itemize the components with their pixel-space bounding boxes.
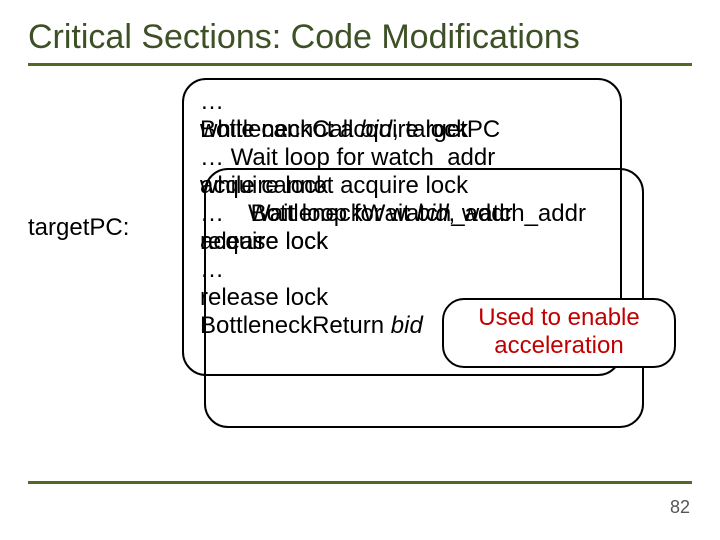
callout-box: Used to enable acceleration [442, 298, 676, 368]
title-underline [28, 63, 692, 66]
callout-line2: acceleration [454, 332, 664, 360]
code-line: BottleneckCall bid, targetPC while canno… [200, 116, 604, 144]
page-number: 82 [670, 497, 690, 518]
code-line: … [200, 88, 604, 116]
targetpc-label: targetPC: [28, 214, 129, 242]
content-area: targetPC: … BottleneckCall bid, targetPC… [28, 78, 692, 438]
slide-title: Critical Sections: Code Modifications [28, 18, 692, 57]
bottom-underline [28, 481, 692, 484]
callout-line1: Used to enable [454, 304, 664, 332]
